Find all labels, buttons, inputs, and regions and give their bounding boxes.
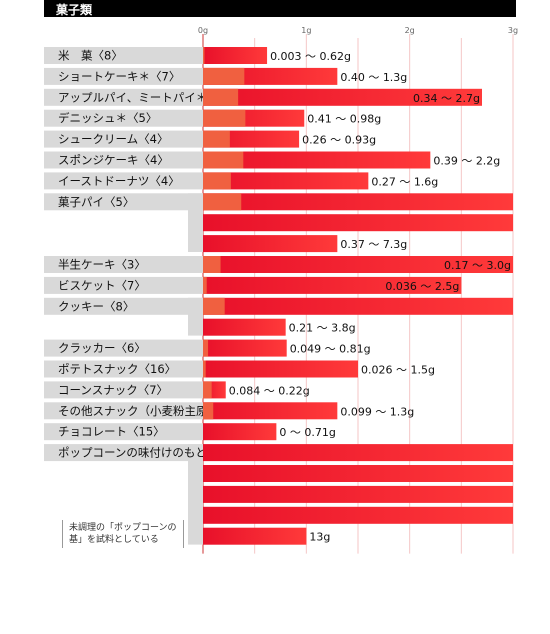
category-label: ポテトスナック〈16〉	[58, 362, 176, 376]
category-bg	[44, 109, 203, 127]
x-tick-label: 0g	[198, 26, 208, 35]
bar	[203, 256, 513, 273]
category-bracket	[188, 444, 203, 545]
category-bg	[44, 172, 203, 190]
bar	[203, 423, 277, 441]
category-bg	[44, 423, 203, 441]
range-label: 0.27 ～ 1.6g	[371, 175, 438, 188]
range-label: 0.41 ～ 0.98g	[307, 113, 381, 126]
category-bg	[44, 193, 203, 211]
bar	[203, 276, 462, 294]
range-label: 0.003 ～ 0.62g	[270, 50, 351, 63]
category-bg	[44, 360, 203, 378]
bar-min-segment	[203, 172, 231, 190]
bar-min-segment	[203, 151, 244, 169]
bar	[203, 506, 513, 524]
category-label: デニッシュ＊〈5〉	[58, 111, 157, 125]
range-label: 0.17 ～ 3.0g	[444, 259, 511, 272]
bar	[203, 172, 369, 190]
range-label: 0.084 ～ 0.22g	[229, 384, 310, 397]
bar-min-segment	[203, 360, 206, 378]
bar	[203, 465, 513, 482]
bar	[203, 527, 307, 545]
category-bg	[44, 151, 203, 169]
category-label: 半生ケーキ〈3〉	[58, 258, 146, 272]
range-label: 0.049 ～ 0.81g	[290, 343, 371, 356]
range-label: 0.26 ～ 0.93g	[302, 134, 376, 147]
category-label: 米 菓〈8〉	[58, 49, 123, 63]
category-bg	[44, 402, 203, 420]
category-label: コーンスナック〈7〉	[58, 383, 168, 397]
category-bracket	[188, 297, 203, 336]
range-label: 0.40 ～ 1.3g	[340, 71, 407, 84]
bar	[203, 297, 513, 315]
popcorn-note: 未調理の「ポップコーンの基」を試料としている	[62, 520, 184, 548]
category-bg	[44, 130, 203, 148]
category-label: クッキー〈8〉	[58, 299, 134, 313]
section-header: 菓子類	[44, 0, 516, 17]
range-label: 0.036 ～ 2.5g	[385, 280, 459, 293]
category-label: ポップコーンの味付けのもと〈1〉	[58, 446, 237, 460]
bar-min-segment	[203, 67, 245, 85]
category-bg	[44, 339, 203, 357]
category-labels: 米 菓〈8〉ショートケーキ＊〈7〉アップルパイ、ミートパイ＊〈5〉デニッシュ＊〈…	[44, 47, 255, 545]
category-label: シュークリーム〈4〉	[58, 132, 168, 146]
bar-min-segment	[203, 276, 207, 294]
bar-min-segment	[203, 109, 246, 127]
category-bg	[44, 276, 203, 294]
bar-min-segment	[203, 339, 209, 357]
category-label: クラッカー〈6〉	[58, 341, 146, 355]
bar-min-segment	[203, 402, 214, 420]
category-label: チョコレート〈15〉	[58, 425, 165, 439]
bar	[203, 339, 287, 357]
range-label: 13g	[309, 531, 330, 544]
category-label: ビスケット〈7〉	[58, 278, 146, 292]
bar	[203, 402, 338, 420]
category-label: ショートケーキ＊〈7〉	[58, 69, 180, 83]
bars	[203, 47, 513, 545]
range-label: 0.026 ～ 1.5g	[361, 364, 435, 377]
x-tick-label: 2g	[405, 26, 415, 35]
bar	[203, 47, 268, 64]
bar	[203, 318, 286, 336]
bar	[203, 444, 513, 462]
category-label: アップルパイ、ミートパイ＊〈5〉	[58, 90, 238, 104]
category-label: イーストドーナツ〈4〉	[58, 174, 180, 188]
section-title: 菓子類	[56, 3, 93, 17]
category-bg	[44, 47, 203, 64]
category-bg	[44, 256, 203, 273]
bar-min-segment	[203, 256, 221, 273]
category-bracket	[188, 193, 203, 252]
bar-min-segment	[203, 297, 225, 315]
range-label: 0.21 ～ 3.8g	[289, 322, 356, 335]
range-label: 0.39 ～ 2.2g	[433, 155, 500, 168]
bar-min-segment	[203, 88, 239, 106]
range-label: 0.37 ～ 7.3g	[340, 238, 407, 251]
category-bg	[44, 444, 203, 462]
bar	[203, 214, 513, 232]
bar	[203, 193, 513, 211]
x-tick-label: 3g	[508, 26, 518, 35]
category-label: スポンジケーキ〈4〉	[58, 153, 169, 167]
bar-min-segment	[203, 47, 205, 64]
range-label: 0.099 ～ 1.3g	[340, 405, 414, 418]
range-label: 0.34 ～ 2.7g	[413, 92, 480, 105]
category-bg	[44, 88, 203, 106]
x-tick-label: 1g	[301, 26, 311, 35]
bar	[203, 485, 513, 503]
category-bg	[44, 67, 203, 85]
bar-min-segment	[203, 193, 242, 211]
bar	[203, 360, 358, 378]
bar	[203, 235, 338, 253]
bar	[203, 151, 431, 169]
bar-min-segment	[203, 381, 212, 399]
bar-min-segment	[203, 130, 230, 148]
range-labels: 0.003 ～ 0.62g 0.40 ～ 1.3g 0.34 ～ 2.7g 0.41 …	[229, 50, 511, 544]
category-bg	[44, 297, 203, 315]
category-bg	[44, 381, 203, 399]
bar	[203, 88, 482, 106]
range-label: 0 ～ 0.71g	[279, 426, 335, 439]
category-label: 菓子パイ〈5〉	[58, 195, 134, 209]
